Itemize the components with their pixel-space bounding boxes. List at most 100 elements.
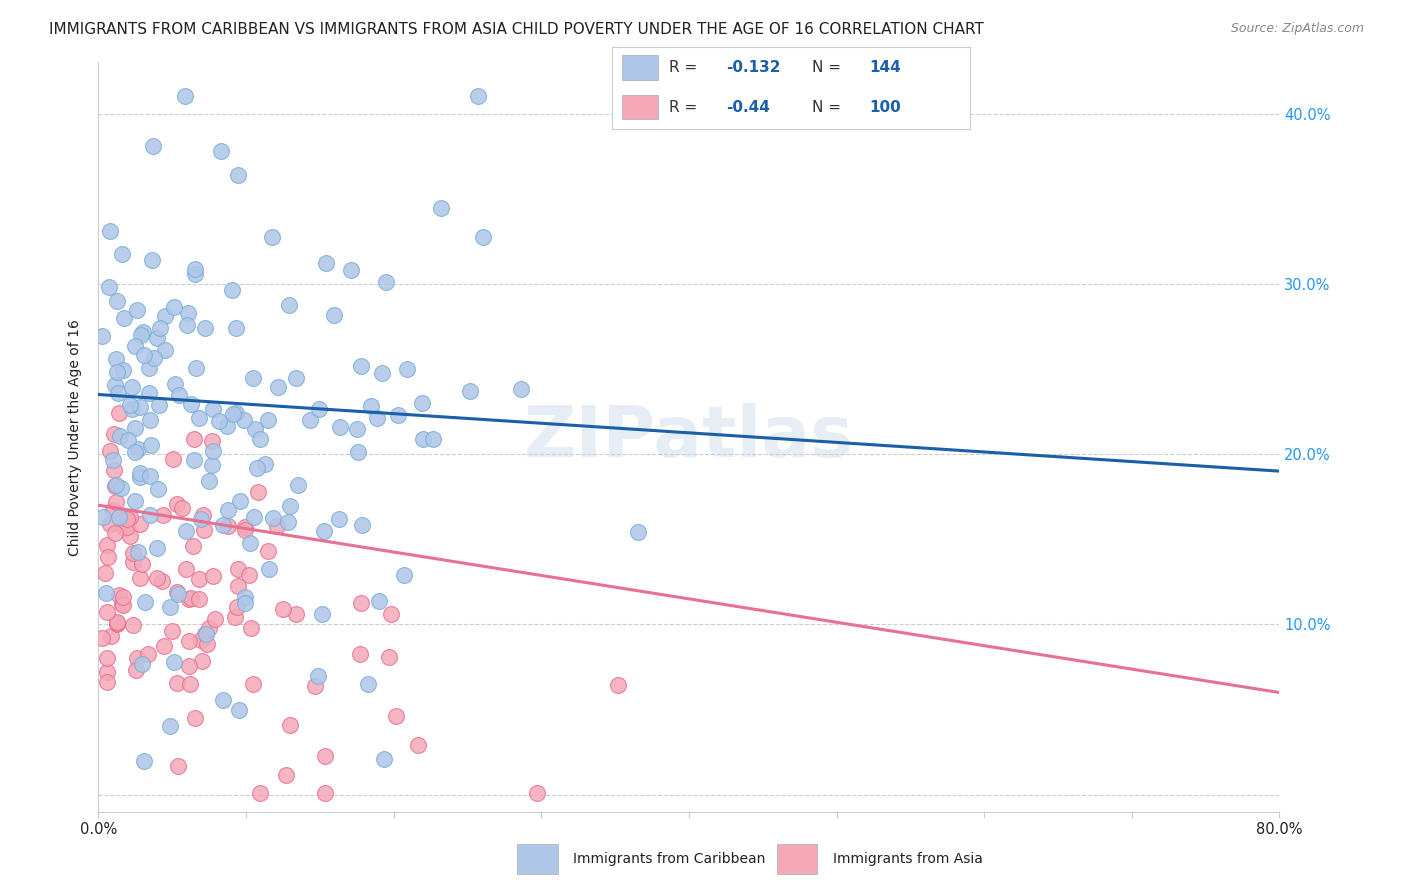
Point bbox=[226, 168, 249, 182]
Point bbox=[209, 145, 232, 159]
Point bbox=[91, 631, 114, 645]
Point bbox=[198, 621, 221, 635]
Point bbox=[249, 786, 271, 800]
Point bbox=[91, 329, 114, 343]
Point bbox=[104, 479, 127, 493]
Point bbox=[375, 275, 398, 289]
Point bbox=[139, 413, 162, 427]
Point bbox=[246, 484, 269, 499]
Point bbox=[96, 605, 118, 619]
Point bbox=[217, 503, 239, 517]
Point bbox=[104, 352, 127, 367]
Point bbox=[155, 309, 177, 323]
Point bbox=[98, 444, 121, 458]
Point bbox=[108, 588, 131, 602]
Point bbox=[108, 510, 131, 524]
Point bbox=[249, 433, 271, 447]
Point bbox=[246, 461, 269, 475]
Point bbox=[357, 677, 380, 691]
Point bbox=[276, 515, 298, 529]
Point bbox=[177, 659, 200, 673]
Point bbox=[411, 395, 433, 409]
Point bbox=[105, 366, 128, 380]
Point bbox=[278, 718, 301, 732]
Point bbox=[127, 442, 149, 456]
Point bbox=[101, 503, 124, 517]
Point bbox=[132, 754, 155, 768]
Point bbox=[122, 556, 145, 570]
Point bbox=[201, 444, 224, 458]
Point bbox=[312, 524, 335, 538]
Point bbox=[129, 570, 152, 584]
Point bbox=[96, 675, 118, 690]
Point bbox=[146, 331, 169, 345]
Text: N =: N = bbox=[813, 61, 846, 75]
Point bbox=[124, 339, 146, 353]
Point bbox=[97, 279, 120, 293]
Point bbox=[233, 596, 256, 610]
Point bbox=[201, 434, 224, 448]
Point bbox=[127, 544, 149, 558]
Point bbox=[235, 523, 257, 537]
Point bbox=[132, 325, 155, 339]
Point bbox=[347, 445, 370, 459]
Point bbox=[366, 411, 388, 425]
Point bbox=[96, 651, 118, 665]
Point bbox=[350, 597, 373, 611]
Point bbox=[176, 318, 198, 332]
Point bbox=[204, 612, 226, 626]
Point bbox=[91, 509, 114, 524]
Point bbox=[308, 402, 330, 417]
Point bbox=[350, 518, 373, 533]
Point bbox=[191, 654, 214, 668]
Point bbox=[146, 541, 169, 555]
Point bbox=[111, 599, 134, 613]
Point bbox=[228, 579, 250, 593]
Point bbox=[179, 677, 201, 691]
Point bbox=[159, 600, 181, 615]
Point bbox=[128, 469, 150, 483]
Point bbox=[118, 509, 141, 524]
Point bbox=[125, 663, 148, 677]
Point bbox=[243, 509, 266, 524]
Point bbox=[212, 518, 235, 533]
Point bbox=[124, 421, 146, 435]
Point bbox=[276, 768, 298, 782]
Point bbox=[371, 366, 394, 380]
Point bbox=[115, 511, 138, 525]
Point bbox=[202, 568, 225, 582]
Point bbox=[212, 692, 235, 706]
Point bbox=[243, 422, 266, 436]
Point bbox=[308, 669, 330, 683]
Point bbox=[392, 568, 415, 582]
Point bbox=[238, 568, 260, 582]
Point bbox=[201, 458, 224, 472]
Point bbox=[139, 508, 162, 523]
Point bbox=[152, 639, 174, 653]
Point bbox=[167, 587, 190, 601]
Point bbox=[146, 482, 169, 496]
Point bbox=[121, 380, 143, 394]
Point bbox=[387, 408, 409, 422]
Point bbox=[193, 508, 215, 522]
Point bbox=[97, 550, 120, 565]
Point bbox=[128, 401, 150, 415]
Point bbox=[150, 574, 173, 588]
Point bbox=[148, 398, 170, 412]
Point bbox=[101, 452, 124, 467]
Point bbox=[304, 679, 326, 693]
FancyBboxPatch shape bbox=[517, 845, 558, 874]
Point bbox=[163, 376, 186, 391]
Point bbox=[225, 406, 247, 420]
Text: R =: R = bbox=[669, 61, 702, 75]
Point bbox=[179, 634, 201, 648]
Point bbox=[323, 308, 346, 322]
Point bbox=[162, 452, 184, 467]
Point bbox=[103, 463, 125, 477]
Point bbox=[340, 262, 363, 277]
Point bbox=[328, 419, 350, 434]
Point bbox=[146, 571, 169, 585]
Text: Immigrants from Asia: Immigrants from Asia bbox=[832, 852, 983, 866]
Point bbox=[177, 306, 200, 320]
Text: IMMIGRANTS FROM CARIBBEAN VS IMMIGRANTS FROM ASIA CHILD POVERTY UNDER THE AGE OF: IMMIGRANTS FROM CARIBBEAN VS IMMIGRANTS … bbox=[49, 22, 984, 37]
